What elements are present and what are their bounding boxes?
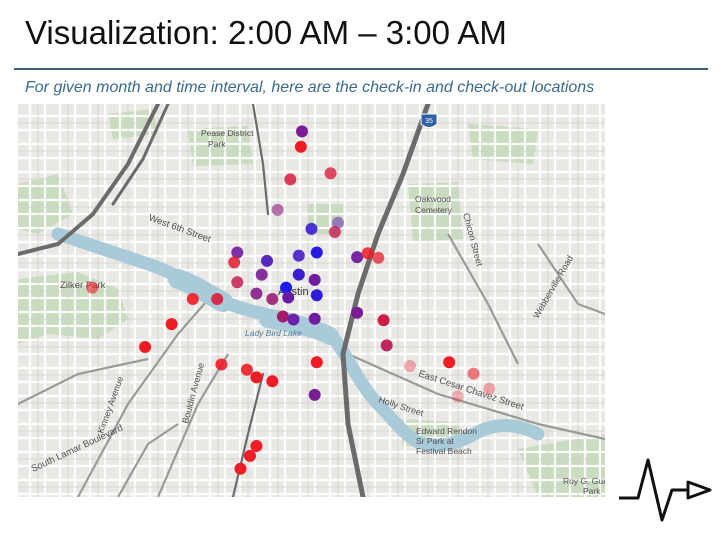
- location-marker[interactable]: [310, 289, 323, 302]
- interstate-shield-icon: 35: [420, 113, 438, 128]
- location-marker[interactable]: [266, 293, 279, 305]
- label-edward-1: Edward Rendon: [416, 426, 477, 436]
- location-marker[interactable]: [305, 222, 318, 235]
- location-marker[interactable]: [165, 318, 178, 331]
- label-roy-2: Park: [583, 486, 601, 496]
- location-marker[interactable]: [250, 287, 263, 300]
- label-edward-2: Sr Park at: [416, 436, 454, 446]
- location-marker[interactable]: [310, 246, 323, 259]
- location-marker[interactable]: [261, 254, 273, 267]
- location-marker[interactable]: [276, 310, 289, 323]
- label-oakwood-2: Cemetery: [415, 205, 453, 215]
- title-divider: [14, 68, 708, 70]
- label-roy-1: Roy G. Guerr: [563, 476, 605, 486]
- location-markers: [86, 125, 496, 475]
- location-marker[interactable]: [308, 388, 321, 401]
- location-marker[interactable]: [228, 256, 241, 269]
- location-marker[interactable]: [250, 371, 263, 384]
- location-marker[interactable]: [186, 293, 199, 305]
- page-subtitle: For given month and time interval, here …: [25, 79, 595, 96]
- location-marker[interactable]: [296, 125, 308, 138]
- label-webberville: Webberville Road: [531, 254, 575, 320]
- map-canvas: 35 Pease District Park Oakwood Cemetery …: [18, 104, 605, 497]
- location-marker[interactable]: [380, 339, 393, 352]
- location-marker[interactable]: [292, 268, 305, 281]
- pulse-logo-icon: [619, 458, 712, 522]
- location-marker[interactable]: [244, 449, 256, 462]
- location-marker[interactable]: [451, 390, 464, 403]
- location-marker[interactable]: [443, 356, 456, 369]
- location-marker[interactable]: [234, 462, 247, 475]
- location-marker[interactable]: [351, 306, 364, 319]
- label-zilker: Zilker Park: [60, 280, 106, 291]
- label-edward-3: Festival Beach: [416, 446, 472, 456]
- location-marker[interactable]: [324, 167, 337, 180]
- label-oakwood-1: Oakwood: [415, 194, 451, 204]
- location-marker[interactable]: [284, 173, 297, 186]
- location-marker[interactable]: [292, 249, 305, 262]
- location-marker[interactable]: [287, 313, 300, 326]
- highways: [18, 104, 431, 497]
- location-marker[interactable]: [139, 341, 152, 353]
- location-marker[interactable]: [294, 140, 307, 153]
- location-marker[interactable]: [332, 216, 344, 229]
- location-marker[interactable]: [86, 281, 99, 294]
- location-marker[interactable]: [377, 314, 390, 327]
- label-lady-bird: Lady Bird Lake: [245, 328, 302, 338]
- location-marker[interactable]: [372, 251, 385, 264]
- label-pease-1: Pease District: [201, 128, 254, 138]
- location-marker[interactable]: [308, 312, 321, 325]
- location-marker[interactable]: [250, 440, 263, 452]
- location-marker[interactable]: [240, 363, 253, 376]
- location-marker[interactable]: [231, 246, 244, 259]
- location-marker[interactable]: [308, 273, 321, 286]
- shield-label: 35: [425, 118, 433, 125]
- location-marker[interactable]: [361, 247, 374, 260]
- location-marker[interactable]: [328, 226, 341, 238]
- label-pease-2: Park: [208, 139, 226, 149]
- location-marker[interactable]: [282, 291, 295, 304]
- location-marker[interactable]: [483, 382, 496, 395]
- page-title: Visualization: 2:00 AM – 3:00 AM: [25, 14, 507, 51]
- location-marker[interactable]: [215, 358, 228, 371]
- arterial-roads: [18, 233, 605, 497]
- location-marker[interactable]: [231, 276, 244, 289]
- location-marker[interactable]: [467, 367, 480, 380]
- location-marker[interactable]: [271, 203, 284, 216]
- location-marker[interactable]: [351, 251, 364, 264]
- location-marker[interactable]: [310, 356, 323, 369]
- map-view[interactable]: 35 Pease District Park Oakwood Cemetery …: [18, 104, 605, 497]
- location-marker[interactable]: [280, 281, 293, 294]
- location-marker[interactable]: [255, 268, 268, 281]
- location-marker[interactable]: [266, 375, 279, 388]
- location-marker[interactable]: [404, 360, 416, 372]
- location-marker[interactable]: [211, 293, 224, 305]
